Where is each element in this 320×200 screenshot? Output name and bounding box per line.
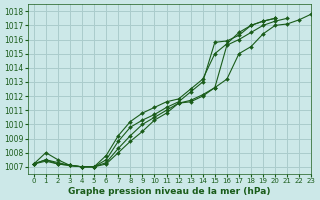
X-axis label: Graphe pression niveau de la mer (hPa): Graphe pression niveau de la mer (hPa) bbox=[68, 187, 271, 196]
